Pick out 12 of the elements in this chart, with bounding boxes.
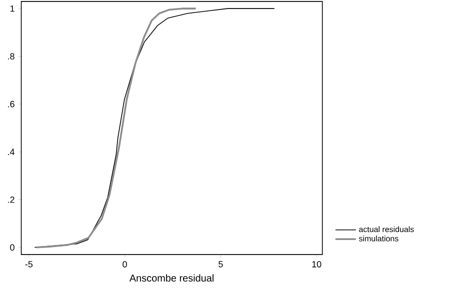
y-tick-label: 0 [10, 244, 14, 251]
x-tick-label: -5 [25, 261, 33, 268]
y-tick-label: .4 [8, 148, 14, 155]
line-series [36, 8, 197, 248]
y-tick-label: .2 [8, 196, 14, 203]
y-tick-label: .8 [8, 53, 14, 60]
y-tick-label: .6 [8, 100, 14, 108]
x-tick-label: 10 [312, 261, 322, 268]
y-tick-label: 1 [10, 6, 14, 12]
x-axis-title: Anscombe residual [129, 274, 214, 282]
x-tick-label: 0 [122, 261, 127, 268]
x-tick-label: 5 [218, 261, 223, 268]
